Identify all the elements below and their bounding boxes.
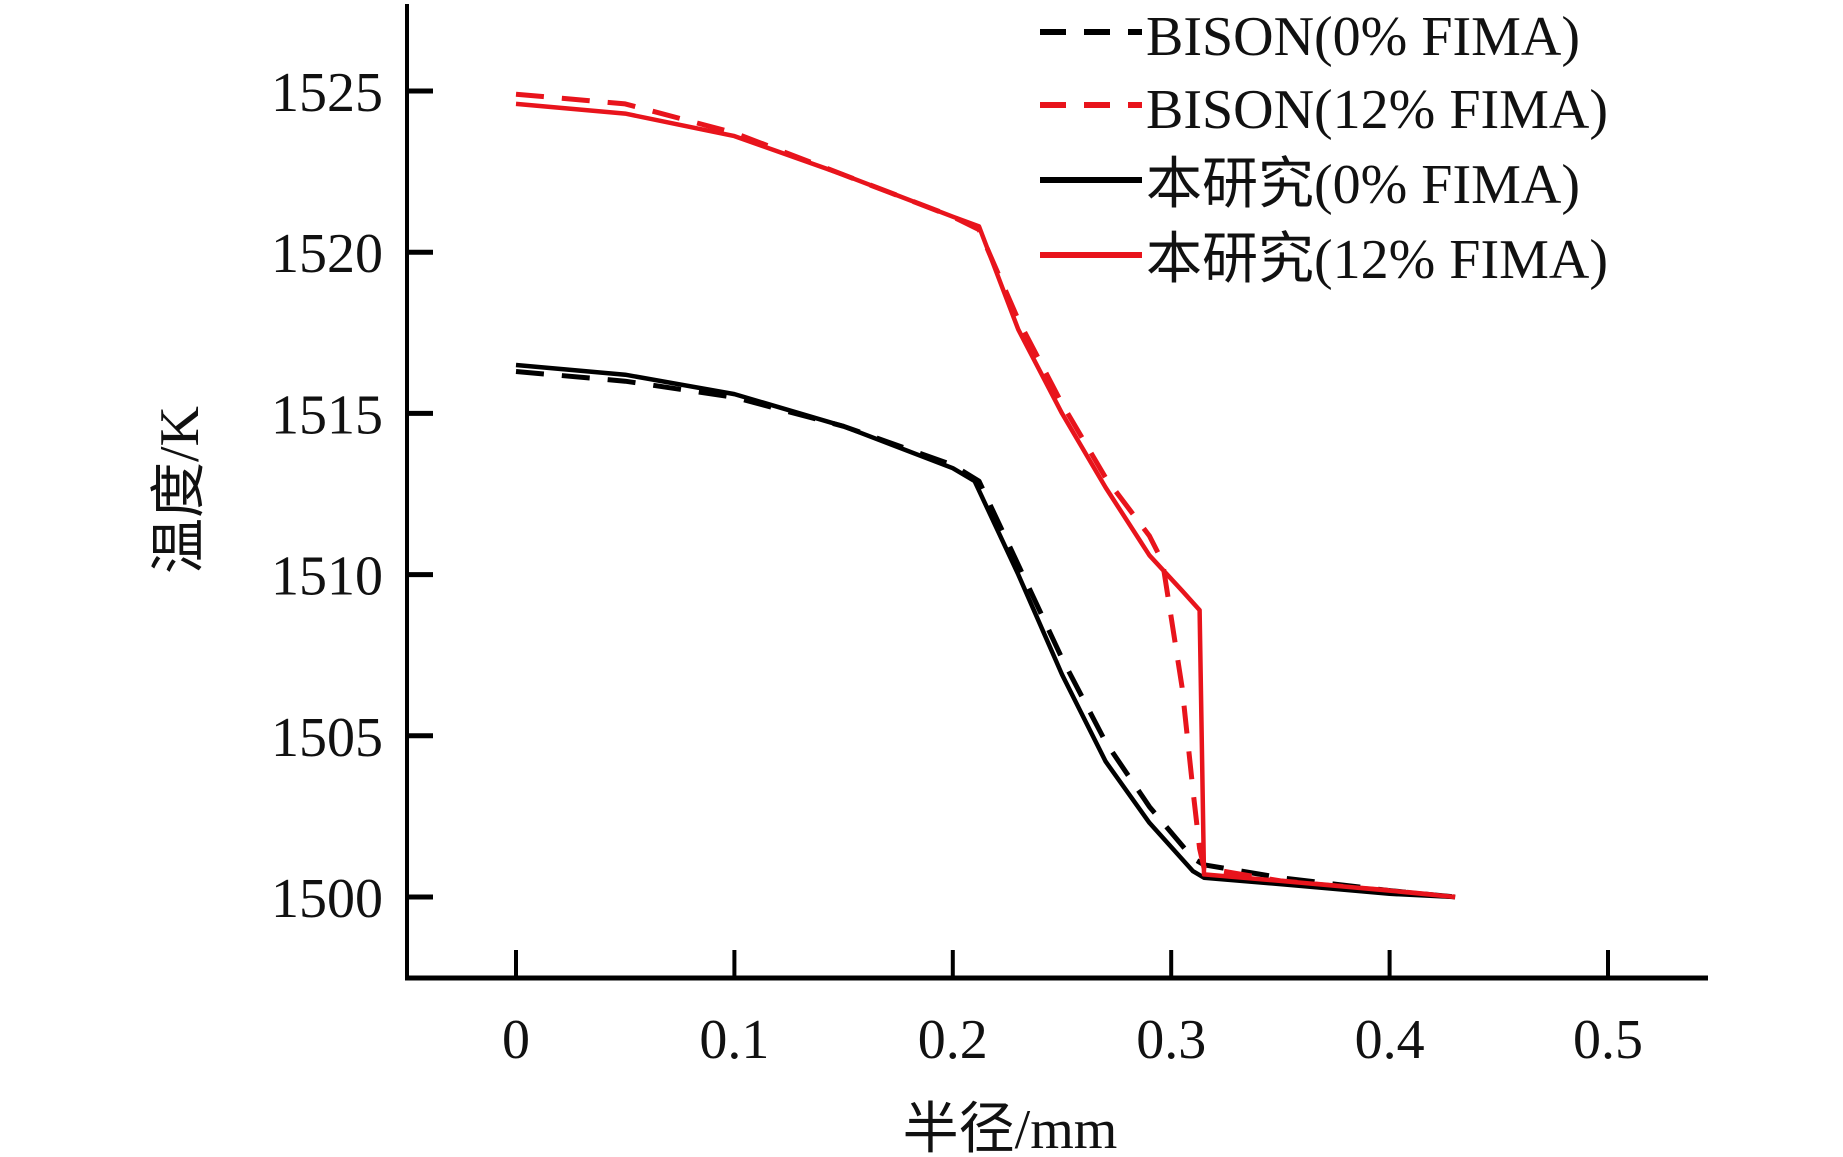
legend-label: 本研究(0% FIMA): [1146, 154, 1580, 216]
y-tick-label: 1520: [271, 223, 383, 285]
y-axis-title: 温度/K: [149, 406, 211, 574]
y-tick-label: 1515: [271, 384, 383, 446]
x-tick-label: 0.1: [699, 1009, 769, 1071]
x-tick-label: 0.5: [1573, 1009, 1643, 1071]
series-line-1: [515, 91, 1456, 900]
x-tick-label: 0.4: [1355, 1009, 1425, 1071]
legend: BISON(0% FIMA) BISON(12% FIMA) 本研究(0% FIMA…: [1040, 6, 1608, 291]
y-ticks: 1500 1505 1510 1515 1520 1525: [271, 62, 433, 930]
y-tick-label: 1510: [271, 546, 383, 608]
x-axis-title: 半径/mm: [903, 1099, 1118, 1157]
x-tick-label: 0.2: [918, 1009, 988, 1071]
series-line-0: [515, 369, 1456, 900]
y-tick-label: 1505: [271, 707, 383, 769]
y-tick-label: 1525: [271, 62, 383, 124]
y-tick-label: 1500: [271, 868, 383, 930]
series-line-3: [515, 101, 1456, 900]
legend-label: BISON(0% FIMA): [1146, 6, 1580, 68]
legend-label: 本研究(12% FIMA): [1146, 229, 1608, 291]
plot-lines: [515, 91, 1456, 900]
x-tick-label: 0.3: [1136, 1009, 1206, 1071]
series-line-2: [515, 362, 1456, 900]
x-tick-label: 0: [502, 1009, 530, 1071]
legend-label: BISON(12% FIMA): [1146, 79, 1608, 141]
x-ticks: 0 0.1 0.2 0.3 0.4 0.5: [502, 950, 1643, 1071]
